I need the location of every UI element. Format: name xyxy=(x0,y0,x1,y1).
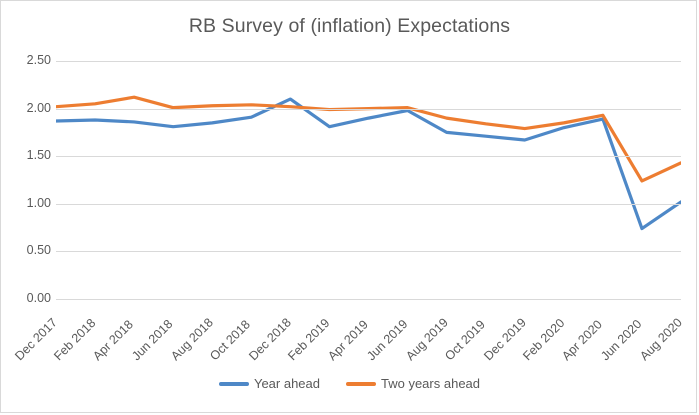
legend-label: Two years ahead xyxy=(381,376,481,391)
gridline xyxy=(56,251,681,253)
legend-swatch-icon xyxy=(346,381,376,386)
y-axis-tick-label: 1.50 xyxy=(26,148,51,163)
legend-label: Year ahead xyxy=(253,376,320,391)
legend-item[interactable]: Two years ahead xyxy=(346,376,480,391)
x-axis: Dec 2017 Feb 2018 Apr 2018 Jun 2018 Aug 2018… xyxy=(12,301,685,371)
plot-area xyxy=(56,61,681,300)
x-axis-tick-label: Jun 2018 xyxy=(129,316,176,364)
series-line xyxy=(56,97,681,231)
x-axis-tick-label: Dec 2019 xyxy=(480,315,529,364)
chart-legend: Year ahead Two years ahead xyxy=(1,376,698,391)
x-axis-tick-label: Aug 2020 xyxy=(637,315,685,364)
x-axis-tick-label: Jun 2020 xyxy=(598,316,645,364)
y-axis-tick-label: 2.50 xyxy=(26,53,51,67)
gridline xyxy=(56,299,681,300)
series-lines xyxy=(56,95,681,231)
x-axis-tick-label: Dec 2017 xyxy=(12,315,60,364)
gridline xyxy=(56,61,681,62)
legend-item[interactable]: Year ahead xyxy=(218,376,320,391)
x-axis-tick-label: Aug 2019 xyxy=(402,315,451,364)
series-line xyxy=(56,95,681,183)
gridline xyxy=(56,108,681,110)
legend-swatch-icon xyxy=(218,381,249,386)
x-axis-tick-label: Jun 2019 xyxy=(363,316,410,364)
y-axis-tick-label: 0.00 xyxy=(26,291,51,305)
y-axis: 2.50 2.00 1.50 1.00 0.50 0.00 xyxy=(6,53,51,305)
chart-title: RB Survey of (inflation) Expectations xyxy=(188,15,511,37)
y-axis-tick-label: 1.00 xyxy=(26,195,51,210)
y-axis-tick-label: 2.00 xyxy=(26,100,51,115)
gridline xyxy=(56,203,681,205)
y-axis-tick-label: 0.50 xyxy=(26,243,51,258)
gridline xyxy=(56,156,681,158)
